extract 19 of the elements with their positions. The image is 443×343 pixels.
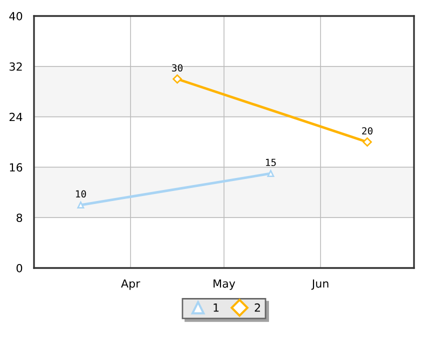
legend-label: 1 [214, 304, 219, 312]
y-tick-label: 0 [16, 264, 22, 272]
data-label: 20 [362, 127, 372, 135]
y-tick-label: 16 [10, 163, 22, 172]
point [77, 202, 84, 208]
y-tick-label: 24 [10, 112, 22, 122]
y-tick-label: 40 [9, 12, 22, 20]
data-label: 30 [172, 64, 182, 72]
x-tick-label: Jun [311, 279, 328, 290]
y-tick-label: 32 [10, 62, 22, 71]
data-label: 15 [266, 158, 276, 166]
x-tick-label: May [214, 279, 236, 290]
point [362, 137, 372, 147]
y-tick-label: 8 [16, 214, 22, 222]
x-tick-label: Apr [121, 279, 140, 290]
legend-label: 2 [254, 303, 260, 312]
point [267, 170, 274, 177]
point [172, 74, 182, 84]
data-label: 10 [76, 190, 86, 198]
